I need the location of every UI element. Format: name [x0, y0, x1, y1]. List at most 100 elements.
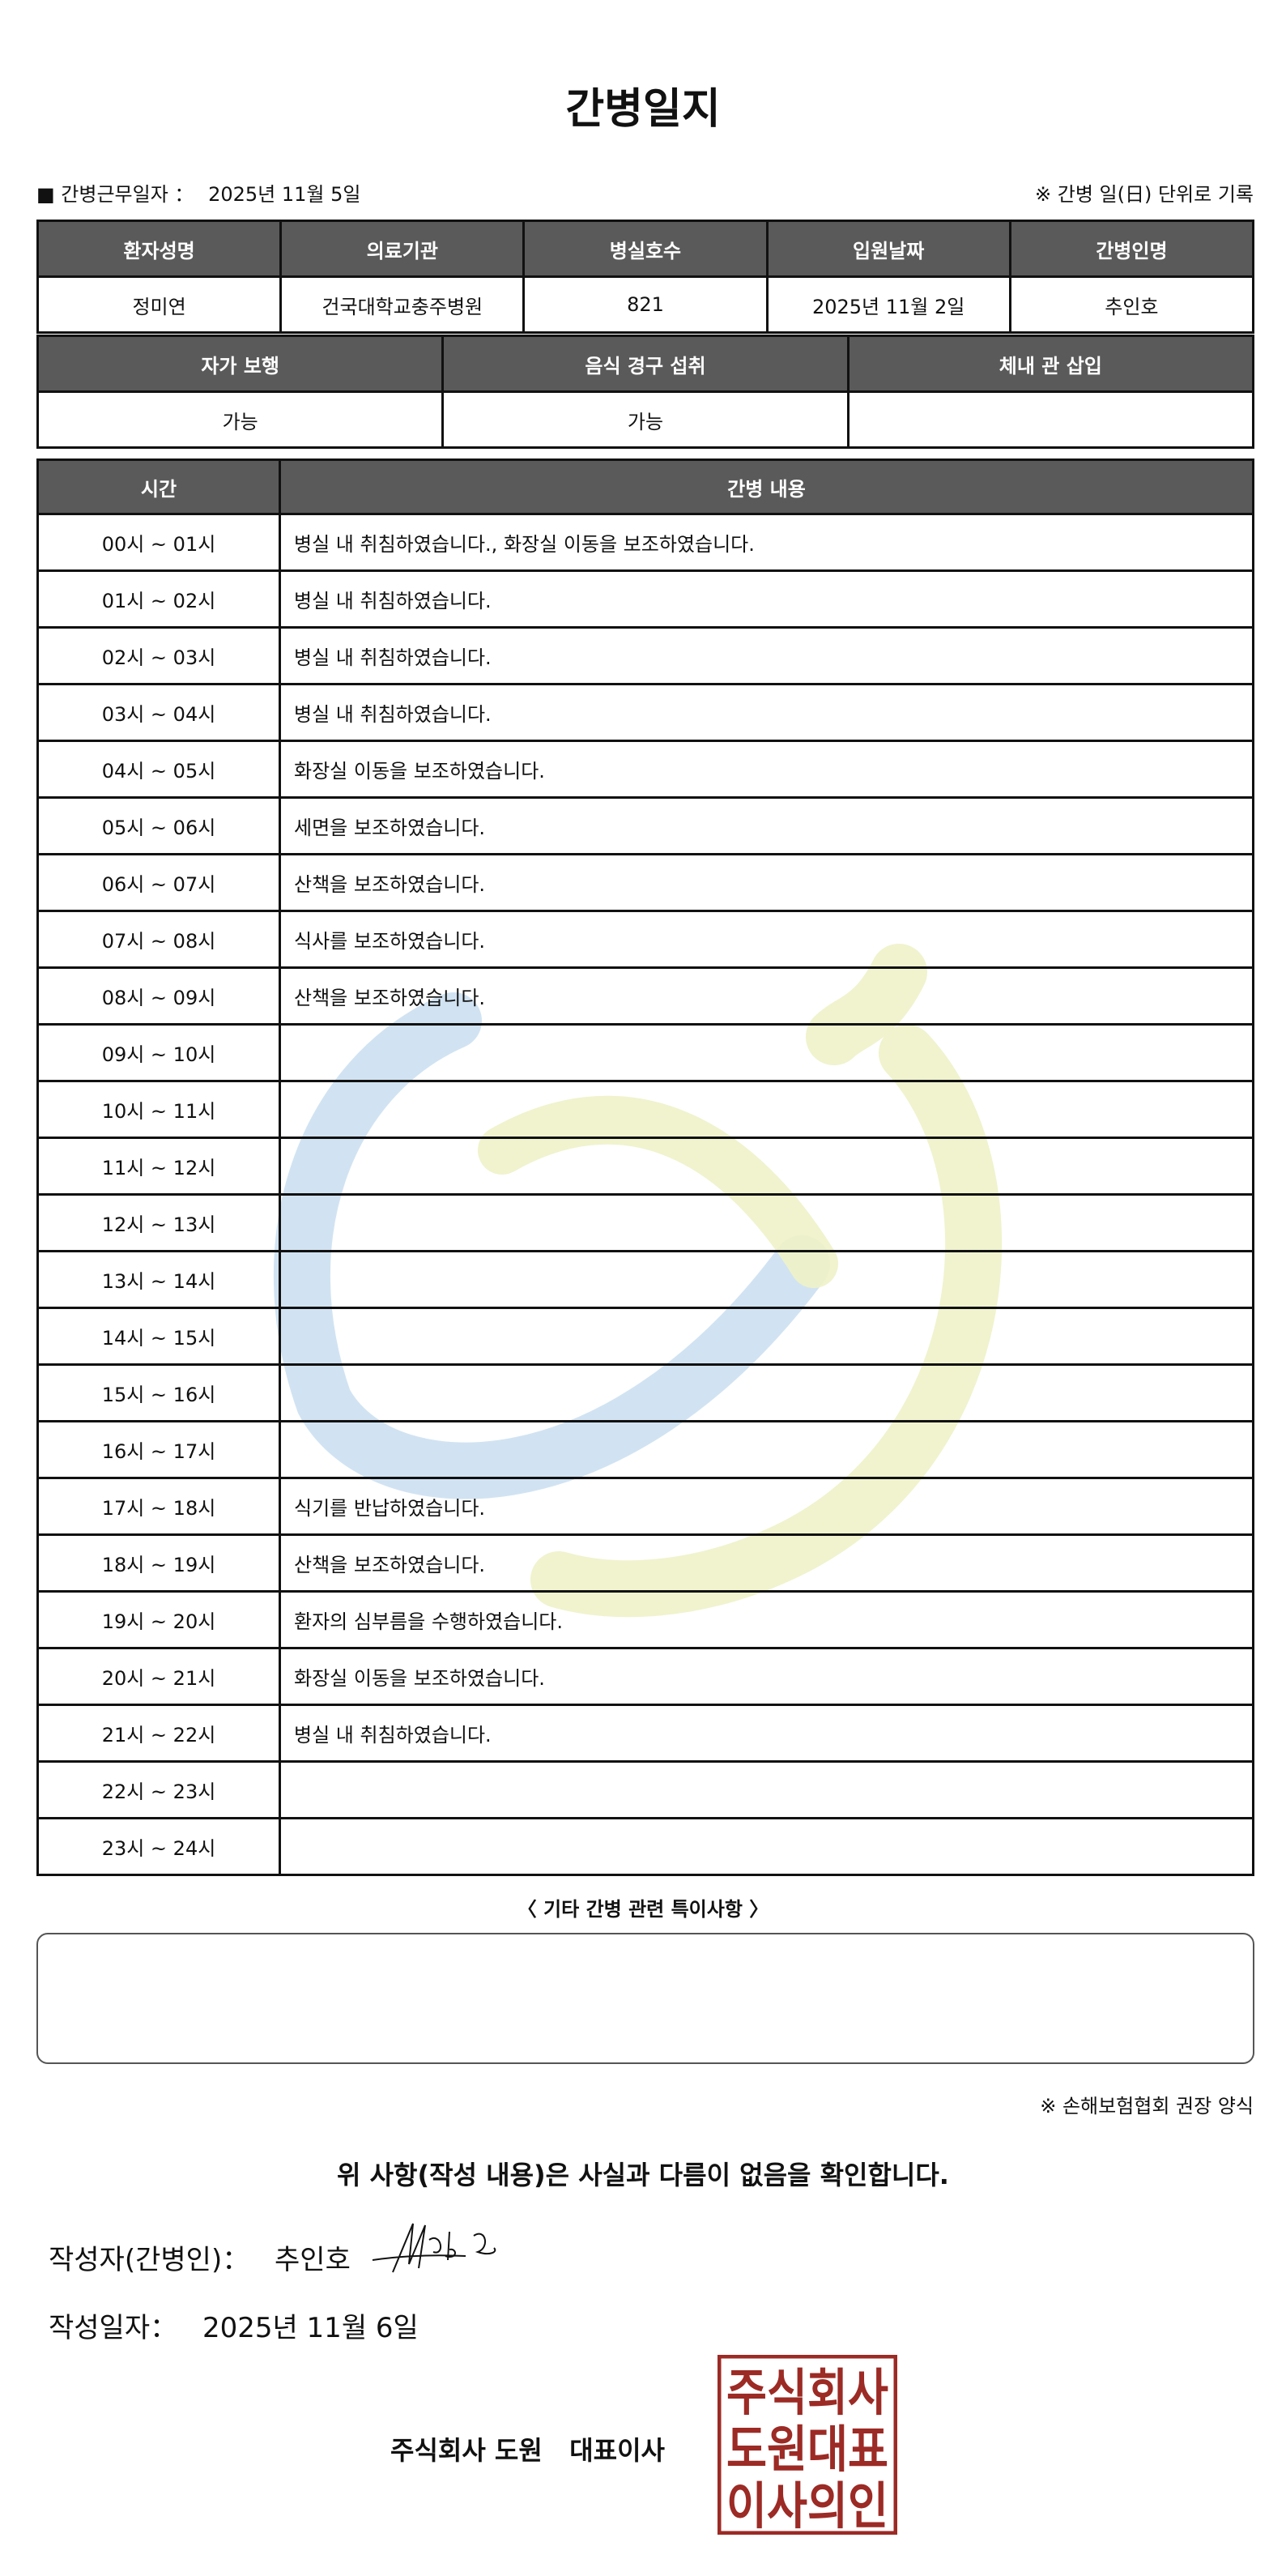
- patient-status-table: 자가 보행 음식 경구 섭취 체내 관 삽입 가능 가능: [36, 335, 1255, 449]
- time-slot: 05시 ~ 06시: [36, 796, 281, 855]
- table-row: 07시 ~ 08시 식사를 보조하였습니다.: [36, 910, 1254, 969]
- header-caregiver: 간병인명: [1008, 220, 1255, 278]
- table-row: 20시 ~ 21시 화장실 이동을 보조하였습니다.: [36, 1647, 1254, 1706]
- confirmation-statement: 위 사항(작성 내용)은 사실과 다름이 없음을 확인합니다.: [337, 2160, 949, 2190]
- time-slot: 07시 ~ 08시: [36, 910, 281, 969]
- svg-text:도원대표: 도원대표: [726, 2420, 888, 2479]
- time-slot: 12시 ~ 13시: [36, 1193, 281, 1252]
- table-row: 15시 ~ 16시: [36, 1363, 1254, 1422]
- patient-name: 정미연: [36, 275, 283, 334]
- self-walking: 가능: [36, 390, 445, 449]
- time-slot: 08시 ~ 09시: [36, 966, 281, 1026]
- time-slot: 15시 ~ 16시: [36, 1363, 281, 1422]
- page-title: 간병일지: [565, 85, 721, 134]
- time-slot: 20시 ~ 21시: [36, 1647, 281, 1706]
- table-row: 21시 ~ 22시 병실 내 취침하였습니다.: [36, 1704, 1254, 1763]
- care-content: 환자의 심부름을 수행하였습니다.: [279, 1590, 1254, 1649]
- room-number: 821: [522, 275, 769, 334]
- writer-line: 작성자(간병인)： 추인호: [49, 2237, 351, 2277]
- care-content: [279, 1250, 1254, 1309]
- care-content: [279, 1080, 1254, 1139]
- table-row: 01시 ~ 02시 병실 내 취침하였습니다.: [36, 569, 1254, 629]
- table-row: 14시 ~ 15시: [36, 1307, 1254, 1366]
- time-slot: 04시 ~ 05시: [36, 740, 281, 799]
- oral-intake: 가능: [441, 390, 850, 449]
- hospital: 건국대학교충주병원: [279, 275, 526, 334]
- time-slot: 03시 ~ 04시: [36, 683, 281, 742]
- care-content: [279, 1023, 1254, 1082]
- care-content: [279, 1137, 1254, 1196]
- care-content: 산책을 보조하였습니다.: [279, 853, 1254, 912]
- work-date-value: 2025년 11월 5일: [208, 183, 361, 206]
- table-row: 10시 ~ 11시: [36, 1080, 1254, 1139]
- care-content: 화장실 이동을 보조하였습니다.: [279, 1647, 1254, 1706]
- time-slot: 23시 ~ 24시: [36, 1817, 281, 1876]
- care-content: 산책을 보조하였습니다.: [279, 966, 1254, 1026]
- notes-label: 〈 기타 간병 관련 특이사항 〉: [517, 1898, 769, 1921]
- caregiver-name: 추인호: [1008, 275, 1255, 334]
- care-content: 병실 내 취침하였습니다.: [279, 1704, 1254, 1763]
- header-patient-name: 환자성명: [36, 220, 283, 278]
- svg-text:주식회사: 주식회사: [726, 2363, 888, 2422]
- table-row: 22시 ~ 23시: [36, 1760, 1254, 1819]
- time-slot: 00시 ~ 01시: [36, 513, 281, 572]
- table-row: 13시 ~ 14시: [36, 1250, 1254, 1309]
- company-seal-stamp: 주식회사 도원대표 이사의인: [718, 2355, 897, 2535]
- table-row: 18시 ~ 19시 산책을 보조하였습니다.: [36, 1533, 1254, 1593]
- tube-insertion: [846, 390, 1255, 449]
- care-content: 산책을 보조하였습니다.: [279, 1533, 1254, 1593]
- care-content: 식기를 반납하였습니다.: [279, 1477, 1254, 1536]
- care-content: [279, 1307, 1254, 1366]
- header-tube-insertion: 체내 관 삽입: [846, 335, 1255, 393]
- care-content: [279, 1363, 1254, 1422]
- time-slot: 17시 ~ 18시: [36, 1477, 281, 1536]
- table-row: 05시 ~ 06시 세면을 보조하였습니다.: [36, 796, 1254, 855]
- table-row: 00시 ~ 01시 병실 내 취침하였습니다., 화장실 이동을 보조하였습니다.: [36, 513, 1254, 572]
- header-oral-intake: 음식 경구 섭취: [441, 335, 850, 393]
- table-row: 11시 ~ 12시: [36, 1137, 1254, 1196]
- writer-name: 추인호: [275, 2244, 351, 2276]
- table-row: 02시 ~ 03시 병실 내 취침하였습니다.: [36, 626, 1254, 685]
- header-admission-date: 입원날짜: [765, 220, 1011, 278]
- table-row: 08시 ~ 09시 산책을 보조하였습니다.: [36, 966, 1254, 1026]
- signature-image: [372, 2223, 496, 2273]
- table-row: 09시 ~ 10시: [36, 1023, 1254, 1082]
- header-self-walking: 자가 보행: [36, 335, 445, 393]
- care-content: [279, 1817, 1254, 1876]
- written-date: 2025년 11월 6일: [202, 2312, 419, 2344]
- record-unit-note: ※ 간병 일(日) 단위로 기록: [1035, 183, 1254, 206]
- table-row: 06시 ~ 07시 산책을 보조하였습니다.: [36, 853, 1254, 912]
- written-date-line: 작성일자： 2025년 11월 6일: [49, 2305, 419, 2345]
- admission-date: 2025년 11월 2일: [765, 275, 1011, 334]
- time-slot: 21시 ~ 22시: [36, 1704, 281, 1763]
- header-hospital: 의료기관: [279, 220, 526, 278]
- table-row: 23시 ~ 24시: [36, 1817, 1254, 1876]
- form-note: ※ 손해보험협회 권장 양식: [1040, 2095, 1254, 2118]
- care-content: 병실 내 취침하였습니다.: [279, 683, 1254, 742]
- table-row: 03시 ~ 04시 병실 내 취침하였습니다.: [36, 683, 1254, 742]
- table-row: 19시 ~ 20시 환자의 심부름을 수행하였습니다.: [36, 1590, 1254, 1649]
- care-content: 병실 내 취침하였습니다.: [279, 626, 1254, 685]
- time-slot: 01시 ~ 02시: [36, 569, 281, 629]
- time-slot: 02시 ~ 03시: [36, 626, 281, 685]
- care-content: 병실 내 취침하였습니다., 화장실 이동을 보조하였습니다.: [279, 513, 1254, 572]
- time-slot: 13시 ~ 14시: [36, 1250, 281, 1309]
- table-row: 17시 ~ 18시 식기를 반납하였습니다.: [36, 1477, 1254, 1536]
- time-slot: 14시 ~ 15시: [36, 1307, 281, 1366]
- time-slot: 06시 ~ 07시: [36, 853, 281, 912]
- care-content: 세면을 보조하였습니다.: [279, 796, 1254, 855]
- care-content: 식사를 보조하였습니다.: [279, 910, 1254, 969]
- svg-text:이사의인: 이사의인: [726, 2476, 888, 2535]
- patient-info-table: 환자성명 의료기관 병실호수 입원날짜 간병인명 정미연 건국대학교충주병원 8…: [36, 220, 1255, 334]
- special-notes-box: [36, 1933, 1254, 2064]
- header-care-content: 간병 내용: [279, 458, 1254, 515]
- time-slot: 18시 ~ 19시: [36, 1533, 281, 1593]
- care-content: 화장실 이동을 보조하였습니다.: [279, 740, 1254, 799]
- work-date: ■ 간병근무일자 ： 2025년 11월 5일: [36, 178, 360, 207]
- table-row: 12시 ~ 13시: [36, 1193, 1254, 1252]
- work-date-label: ■ 간병근무일자 ：: [36, 183, 194, 206]
- care-content: [279, 1193, 1254, 1252]
- time-slot: 22시 ~ 23시: [36, 1760, 281, 1819]
- care-content: [279, 1420, 1254, 1479]
- care-content: 병실 내 취침하였습니다.: [279, 569, 1254, 629]
